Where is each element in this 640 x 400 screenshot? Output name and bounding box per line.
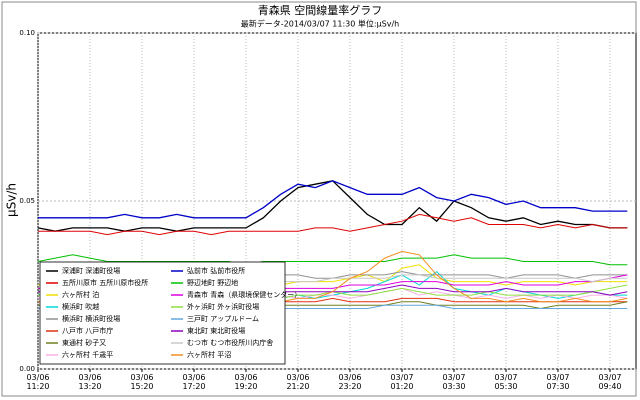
legend-box [39,261,286,365]
y-tick-label: 0.10 [19,29,35,37]
legend-label: 八戸市 八戸市庁 [62,326,113,335]
series-line [38,180,628,219]
legend-label: 弘前市 弘前市役所 [187,266,245,275]
x-tick-label: 03/07 01:20 [390,373,414,391]
legend-label: 東北町 東北町役場 [187,326,245,335]
legend-label: むつ市 むつ市役所川内庁舎 [187,338,273,347]
x-tick-label: 03/06 15:20 [130,373,154,391]
legend-label: 六ヶ所村 泊 [62,290,99,299]
legend-label: 東通村 砂子又 [62,338,106,347]
series-line [37,254,628,266]
legend-label: 外ヶ浜町 外ヶ浜町役場 [187,302,259,311]
chart-title: 青森県 空間線量率グラフ [258,3,383,17]
x-tick-label: 03/07 07:30 [546,373,570,391]
legend-label: 横浜町 横浜町役場 [62,314,120,323]
legend-label: 横浜町 吹越 [62,302,99,311]
x-tick-label: 03/06 21:20 [286,373,310,391]
x-tick-label: 03/06 19:20 [234,373,258,391]
x-tick-label: 03/06 23:20 [338,373,362,391]
legend-label: 六ヶ所村 千歳平 [62,350,113,359]
legend-label: 六ヶ所村 平沼 [187,350,231,359]
series-line [38,213,628,236]
legend-label: 深浦町 深浦町役場 [62,266,120,275]
y-tick-label: 0.05 [19,197,35,205]
x-tick-label: 03/07 03:30 [442,373,466,391]
x-tick-label: 03/07 09:40 [598,373,622,391]
legend-label: 青森市 青森（県環境保健センター） [187,290,301,299]
y-axis-label: μSv/h [5,183,19,217]
x-tick-label: 03/06 13:20 [78,373,102,391]
legend-label: 五所川原市 五所川原市役所 [62,278,148,287]
legend-label: 野辺地町 野辺地 [187,278,238,287]
x-tick-label: 03/07 05:30 [494,373,518,391]
x-tick-label: 03/06 17:20 [182,373,206,391]
chart-subtitle: 最新データ-2014/03/07 11:30 単位:μSv/h [241,19,400,29]
legend-label: 三戸町 アップルドーム [187,315,259,323]
y-tick-label: 0.00 [19,365,35,373]
x-tick-label: 03/06 11:20 [26,373,50,391]
